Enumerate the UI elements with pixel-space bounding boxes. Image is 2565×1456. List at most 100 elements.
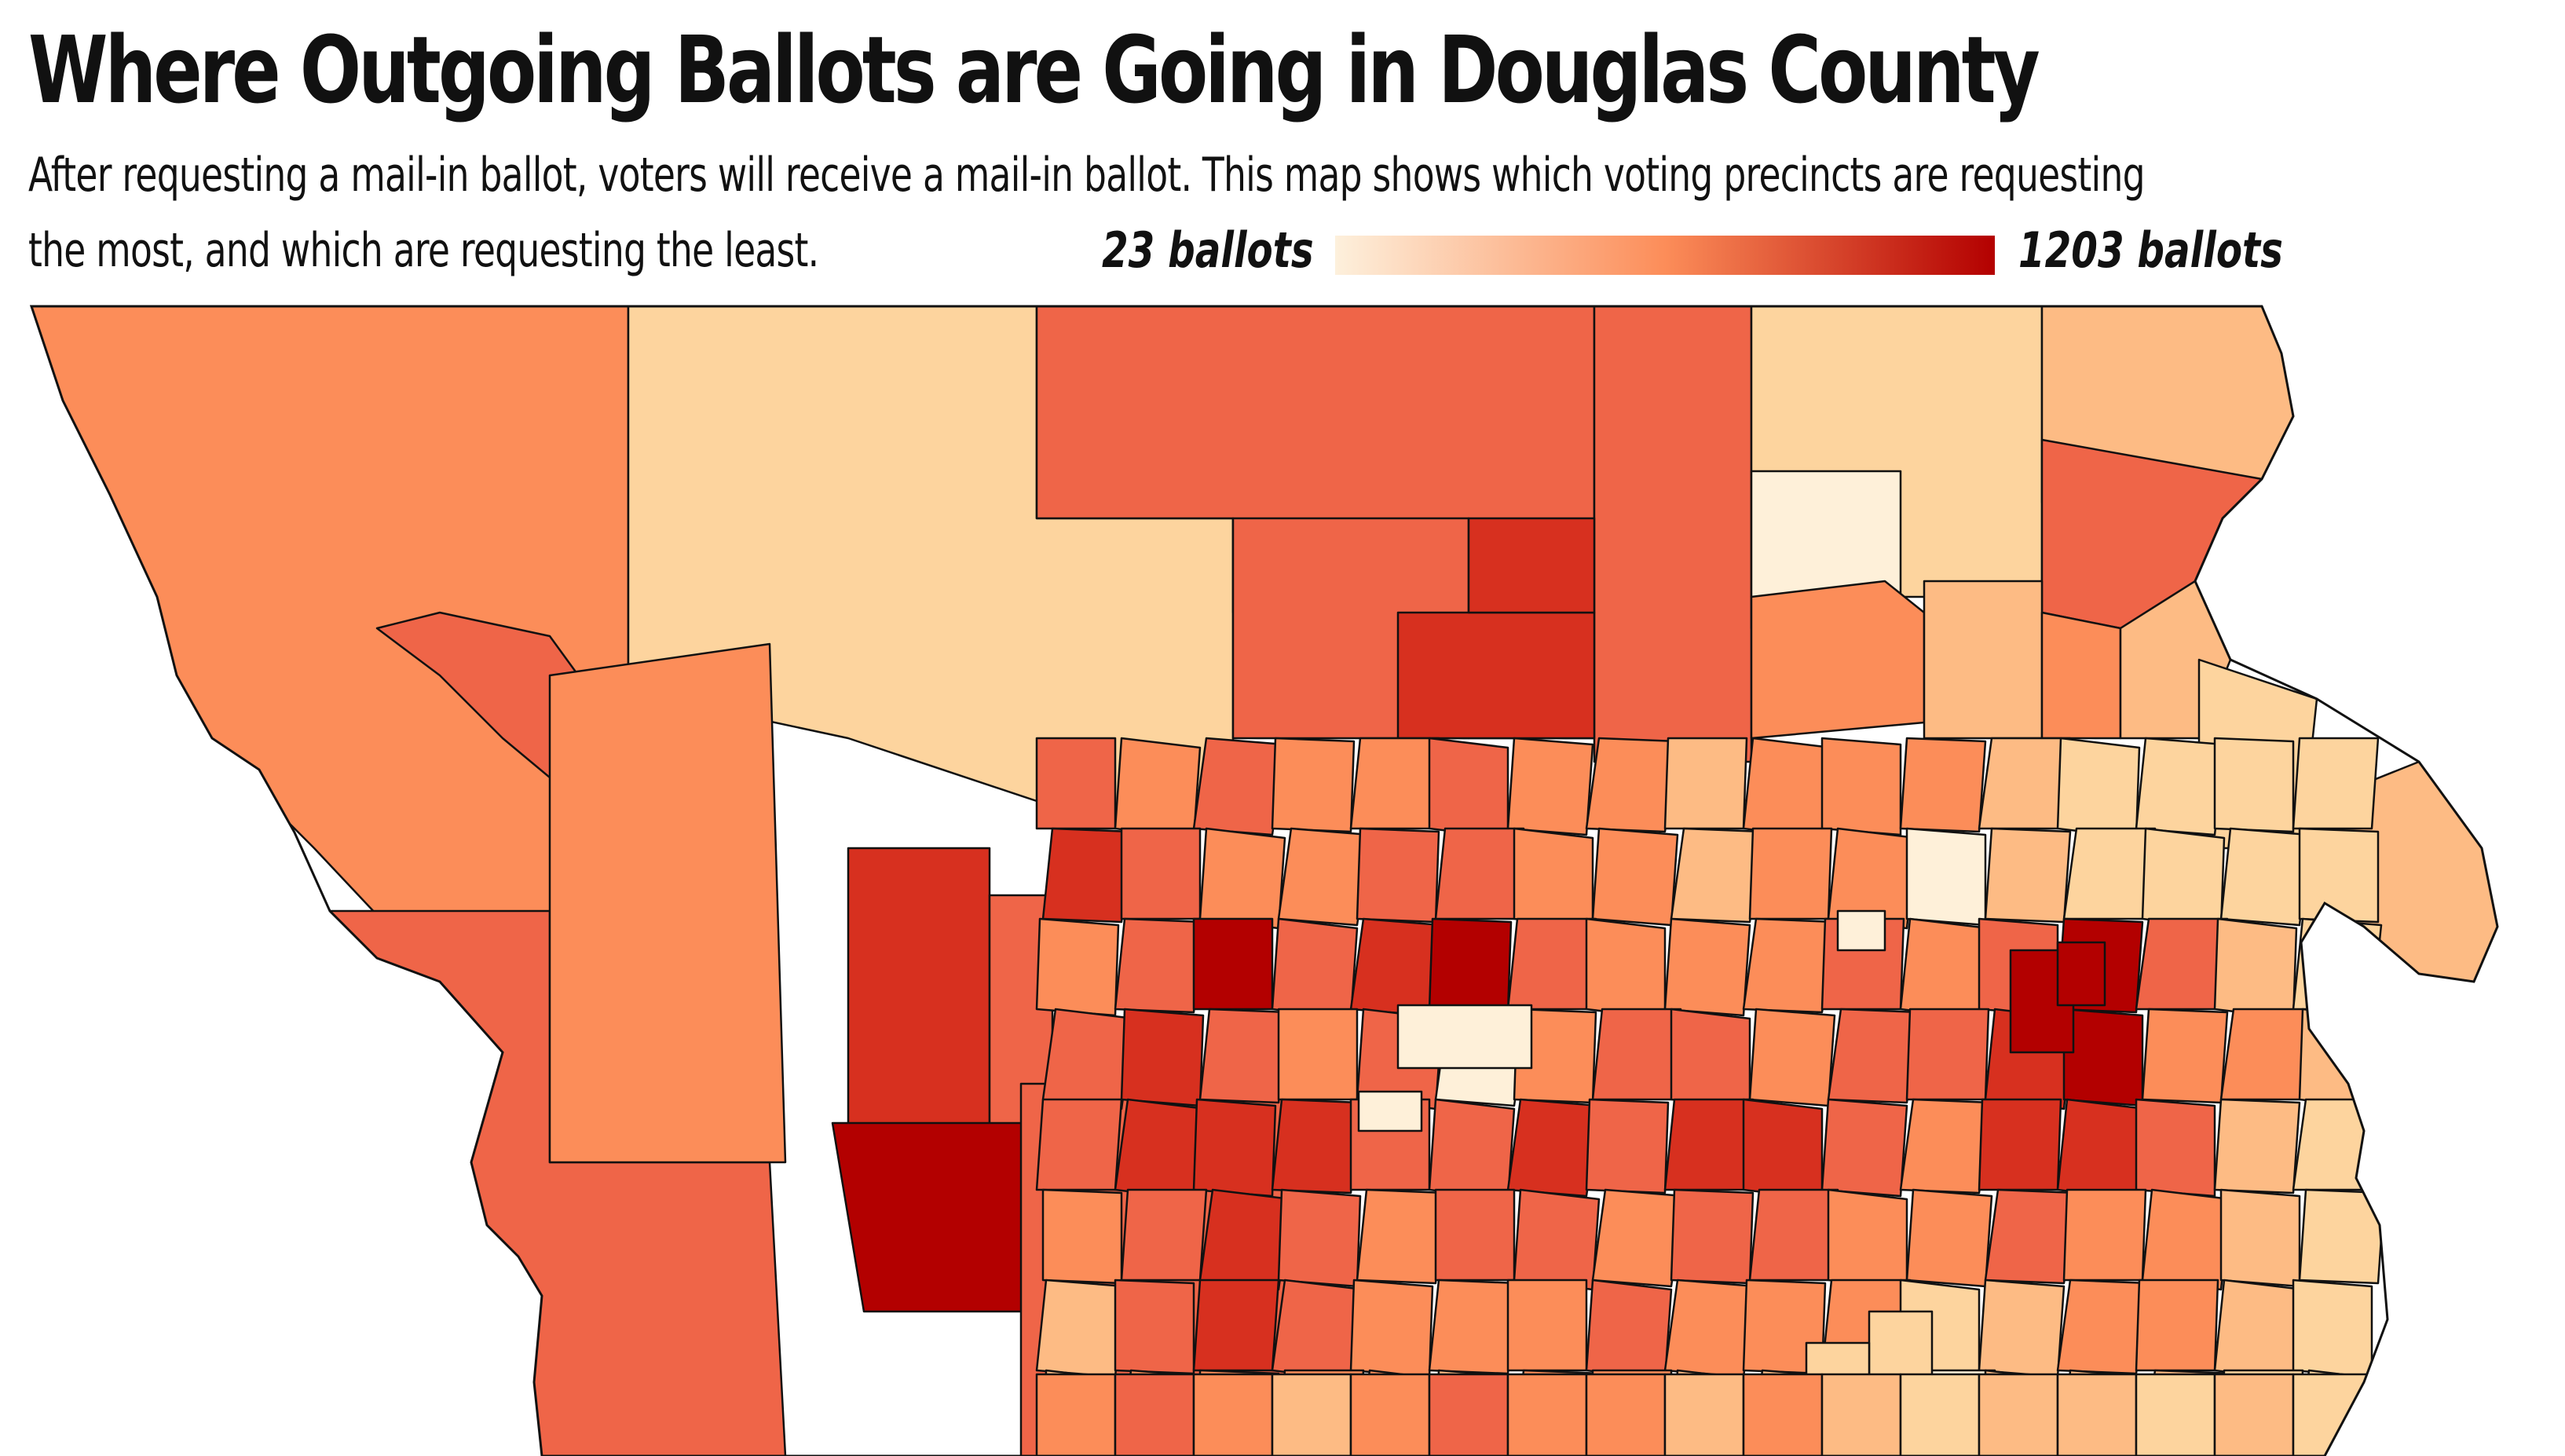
precinct bbox=[1591, 1188, 1685, 1288]
subtitle-line-2: the most, and which are requesting the l… bbox=[28, 223, 819, 278]
precinct bbox=[2135, 737, 2226, 836]
precinct bbox=[1585, 1373, 1667, 1456]
legend-max-label: 1203 ballots bbox=[2018, 221, 2283, 279]
precinct bbox=[1396, 1004, 1533, 1070]
precinct bbox=[1271, 737, 1356, 833]
precinct bbox=[2213, 917, 2298, 1020]
precinct bbox=[1827, 827, 1918, 930]
legend-gradient-bar bbox=[1335, 236, 1995, 275]
precinct bbox=[1670, 827, 1764, 924]
precinct bbox=[2298, 1008, 2383, 1110]
county-boundary bbox=[29, 305, 2499, 1456]
precinct bbox=[1277, 1188, 1362, 1288]
precinct bbox=[1349, 917, 1443, 1017]
precinct bbox=[1277, 827, 1371, 927]
precinct bbox=[1198, 1188, 1293, 1291]
precinct bbox=[1742, 1098, 1824, 1201]
precinct bbox=[1114, 917, 1205, 1014]
precinct bbox=[1750, 580, 1926, 740]
precinct bbox=[2213, 1373, 2295, 1456]
precinct bbox=[1978, 737, 2072, 830]
precinct bbox=[2298, 1188, 2386, 1285]
precinct bbox=[2219, 1188, 2301, 1288]
precinct bbox=[1742, 737, 1833, 840]
precinct bbox=[1035, 917, 1120, 1017]
precinct bbox=[1114, 1098, 1208, 1201]
precinct bbox=[1349, 1373, 1431, 1456]
precinct bbox=[2135, 917, 2229, 1011]
precinct bbox=[1663, 1373, 1745, 1456]
precinct bbox=[2219, 827, 2311, 927]
precinct bbox=[1035, 1373, 1117, 1456]
precinct bbox=[1748, 1188, 1839, 1282]
precinct bbox=[1742, 917, 1836, 1014]
precinct bbox=[1041, 1008, 1136, 1110]
precinct bbox=[1192, 1373, 1274, 1456]
precinct bbox=[1428, 737, 1509, 840]
precinct bbox=[548, 642, 787, 1164]
precinct bbox=[1356, 827, 1440, 924]
precinct-layer bbox=[31, 306, 2497, 1456]
precinct bbox=[1513, 827, 1594, 930]
precinct bbox=[1277, 1008, 1359, 1101]
precinct bbox=[1506, 1098, 1601, 1198]
precinct bbox=[1271, 1279, 1365, 1381]
precinct bbox=[2213, 737, 2295, 833]
precinct bbox=[1271, 917, 1359, 1020]
precinct bbox=[1978, 1373, 2059, 1456]
subtitle-line-1: After requesting a mail-in ballot, voter… bbox=[28, 148, 2146, 203]
precinct bbox=[1506, 917, 1597, 1011]
page-title: Where Outgoing Ballots are Going in Doug… bbox=[28, 16, 2040, 124]
precinct bbox=[1198, 827, 1286, 930]
precinct bbox=[1899, 737, 1987, 833]
precinct bbox=[1663, 1098, 1755, 1191]
precinct bbox=[2062, 1008, 2144, 1107]
precinct bbox=[2135, 1373, 2216, 1456]
precinct bbox=[1506, 737, 1594, 836]
precinct bbox=[2141, 827, 2226, 930]
precinct bbox=[2141, 1008, 2229, 1104]
legend-min-label: 23 ballots bbox=[1102, 221, 1314, 279]
precinct bbox=[1120, 827, 1202, 920]
precinct bbox=[1820, 1373, 1902, 1456]
precinct bbox=[1670, 1008, 1751, 1110]
precinct bbox=[1585, 917, 1667, 1020]
precinct bbox=[1905, 827, 1987, 927]
precinct bbox=[1506, 1373, 1588, 1456]
precinct bbox=[1905, 1188, 1993, 1288]
precinct bbox=[1114, 1373, 1195, 1456]
precinct bbox=[2213, 1279, 2304, 1381]
precinct bbox=[2135, 1279, 2219, 1372]
precinct bbox=[831, 1121, 1038, 1313]
precinct bbox=[2062, 827, 2157, 920]
precinct bbox=[1120, 1188, 1208, 1282]
precinct bbox=[2292, 737, 2380, 830]
precinct bbox=[1663, 917, 1751, 1017]
precinct bbox=[1396, 611, 1596, 740]
precinct bbox=[2298, 827, 2380, 924]
precinct bbox=[1271, 1098, 1362, 1194]
precinct bbox=[1192, 1098, 1277, 1198]
precinct bbox=[1041, 1188, 1123, 1285]
precinct bbox=[2056, 1373, 2138, 1456]
precinct bbox=[2056, 1098, 2147, 1201]
precinct bbox=[1192, 737, 1286, 836]
precinct bbox=[1198, 1008, 1290, 1104]
precinct bbox=[1349, 1279, 1434, 1378]
precinct bbox=[1271, 1373, 1352, 1456]
precinct bbox=[1663, 737, 1748, 830]
precinct bbox=[1585, 1098, 1670, 1194]
precinct-map bbox=[29, 305, 2499, 1456]
precinct bbox=[1984, 827, 2072, 924]
precinct bbox=[1670, 1188, 1755, 1285]
precinct bbox=[1820, 737, 1902, 836]
precinct bbox=[1192, 1279, 1280, 1372]
precinct bbox=[1349, 737, 1440, 830]
precinct bbox=[2056, 941, 2106, 1007]
precinct bbox=[1428, 1098, 1516, 1201]
precinct bbox=[2219, 1008, 2314, 1101]
precinct bbox=[1663, 1279, 1758, 1378]
precinct bbox=[1748, 827, 1833, 920]
precinct bbox=[1428, 1279, 1519, 1375]
precinct bbox=[2292, 1098, 2386, 1191]
